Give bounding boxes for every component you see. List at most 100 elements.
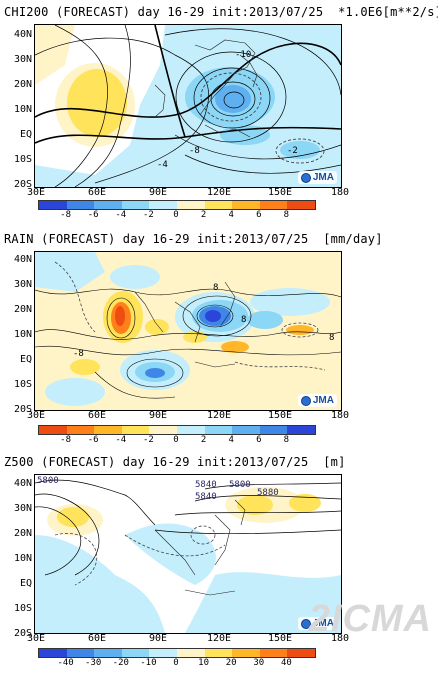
color-bar-label: 2: [200, 210, 207, 220]
color-bar-label: 8: [283, 435, 290, 445]
x-label: 120E: [206, 410, 232, 421]
jma-logo: JMA: [297, 171, 337, 184]
color-bar-label: -2: [142, 210, 154, 220]
x-label: 120E: [206, 187, 232, 198]
color-bar-label: 0: [173, 658, 179, 668]
x-label: 60E: [87, 410, 107, 421]
chi200-field: -10 -4 -8 -2: [35, 25, 341, 187]
x-label: 60E: [87, 187, 107, 198]
color-bar-segment: [232, 649, 260, 657]
color-bar-label: 10: [198, 658, 210, 668]
color-bar-label: 6: [256, 210, 262, 220]
color-bar-segment: [204, 649, 233, 657]
contour-label: 5840: [195, 480, 217, 490]
x-label: 30E: [26, 410, 46, 421]
color-bar-label: 4: [228, 435, 234, 445]
y-label: 10S: [13, 379, 32, 390]
color-bar-segment: [176, 649, 205, 657]
color-bar-segment: [39, 201, 67, 209]
y-label: 10N: [13, 329, 32, 340]
color-bar-segment: [149, 649, 177, 657]
color-bar-segment: [121, 426, 150, 434]
y-label: 20N: [13, 304, 32, 315]
color-bar-label: -4: [115, 435, 127, 445]
jma-logo: JMA: [297, 617, 337, 630]
contour-label: -10: [235, 50, 251, 60]
color-bar-segment: [94, 649, 122, 657]
color-bar-label: -10: [140, 658, 157, 668]
color-bar-segment: [94, 201, 122, 209]
color-bar-label: 8: [283, 210, 290, 220]
y-label: 10N: [13, 553, 32, 564]
x-label: 30E: [26, 633, 46, 644]
y-label: 40N: [13, 254, 32, 265]
y-label: 30N: [13, 503, 32, 514]
contour-label: 5800: [229, 480, 251, 490]
x-label: 180: [330, 410, 350, 421]
y-label: 40N: [13, 478, 32, 489]
x-label: 150E: [267, 410, 293, 421]
x-label: 60E: [87, 633, 107, 644]
chi200-map: -10 -4 -8 -2 JMA: [34, 24, 342, 188]
color-bar-segment: [149, 426, 177, 434]
panel-title: RAIN (FORECAST) day 16-29 init:2013/07/2…: [4, 232, 383, 246]
rain-field: 8 8 -8 8: [35, 252, 341, 410]
color-bar-segment: [204, 426, 233, 434]
y-label: 10S: [13, 154, 32, 165]
y-label: 20S: [13, 179, 32, 190]
jma-logo-icon: [300, 618, 311, 629]
x-label: 180: [330, 187, 350, 198]
y-label: EQ: [19, 129, 32, 140]
x-label: 90E: [148, 410, 168, 421]
color-bar-segment: [287, 201, 315, 209]
panel-title: CHI200 (FORECAST) day 16-29 init:2013/07…: [4, 5, 438, 19]
watermark: 2ICMA: [308, 598, 432, 640]
y-label: 20N: [13, 79, 32, 90]
z500-panel: Z500 (FORECAST) day 16-29 init:2013/07/2…: [0, 452, 438, 675]
x-label: 180: [330, 633, 350, 644]
y-label: 20S: [13, 628, 32, 639]
contour-label: -8: [189, 146, 200, 156]
jma-logo-icon: [300, 172, 311, 183]
rain-map: 8 8 -8 8 JMA: [34, 251, 342, 411]
x-label: 150E: [267, 187, 293, 198]
color-bar-segment: [94, 426, 122, 434]
color-bar-label: -30: [85, 658, 102, 668]
color-bar-label: -6: [87, 210, 99, 220]
color-bar-segment: [259, 649, 288, 657]
jma-logo-icon: [300, 395, 311, 406]
color-bar-label: 0: [173, 210, 179, 220]
color-bar-segment: [121, 649, 150, 657]
y-label: 20S: [13, 404, 32, 415]
color-bar-segment: [259, 201, 288, 209]
x-label: 30E: [26, 187, 46, 198]
color-bar-label: 6: [256, 435, 262, 445]
color-bar-segment: [287, 426, 315, 434]
color-bar: [38, 200, 316, 210]
rain-panel: RAIN (FORECAST) day 16-29 init:2013/07/2…: [0, 227, 438, 449]
color-bar-label: 2: [200, 435, 207, 445]
color-bar-label: 4: [228, 210, 234, 220]
x-label: 90E: [148, 187, 168, 198]
color-bar-segment: [204, 201, 233, 209]
color-bar-segment: [287, 649, 315, 657]
jma-logo-text: JMA: [312, 618, 334, 629]
color-bar-segment: [149, 201, 177, 209]
color-bar: [38, 648, 316, 658]
color-bar-segment: [66, 201, 95, 209]
color-bar-segment: [66, 649, 95, 657]
y-label: 10S: [13, 603, 32, 614]
color-bar-segment: [232, 426, 260, 434]
x-label: 90E: [148, 633, 168, 644]
chi200-panel: CHI200 (FORECAST) day 16-29 init:2013/07…: [0, 0, 438, 222]
y-label: 20N: [13, 528, 32, 539]
y-label: EQ: [19, 578, 32, 589]
contour-label: 5840: [195, 492, 217, 502]
color-bar-segment: [176, 426, 205, 434]
jma-logo: JMA: [297, 394, 337, 407]
color-bar-segment: [121, 201, 150, 209]
color-bar: [38, 425, 316, 435]
y-label: 40N: [13, 29, 32, 40]
color-bar-label: 40: [280, 658, 292, 668]
color-bar-labels: -40 -30 -20 -10 0 10 20 30 40: [0, 658, 438, 670]
